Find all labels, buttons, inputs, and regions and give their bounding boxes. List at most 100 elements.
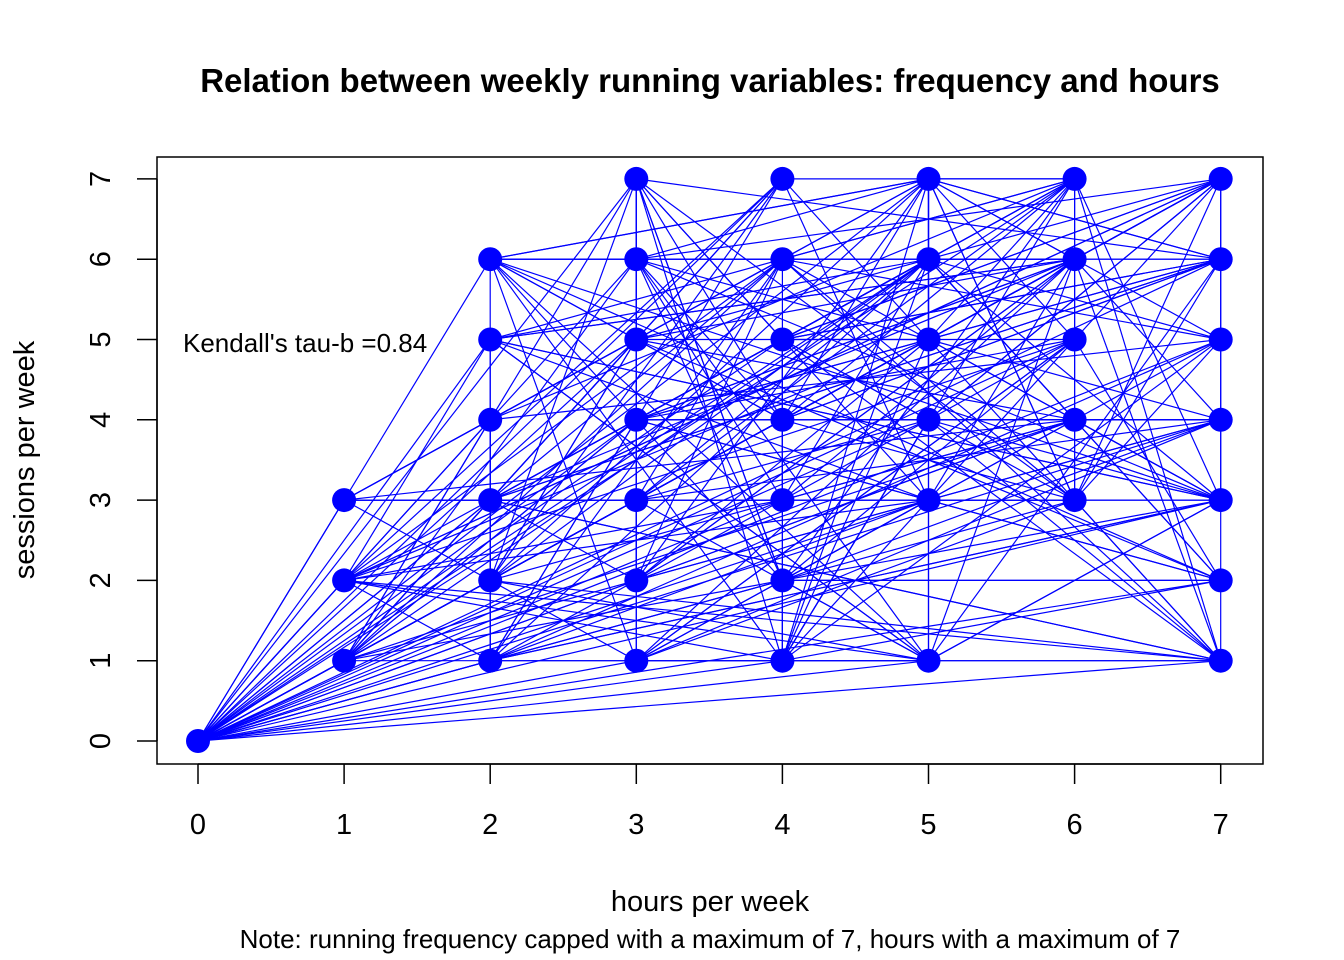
x-tick-label: 0 <box>190 809 206 841</box>
data-point <box>1208 327 1233 352</box>
connecting-line <box>197 660 929 742</box>
x-tick-label: 4 <box>774 809 790 841</box>
connecting-line <box>489 499 929 662</box>
connecting-line <box>927 178 1076 501</box>
data-point <box>1208 407 1233 432</box>
connecting-line <box>636 579 783 662</box>
data-point <box>916 327 941 352</box>
note-text: Note: running frequency capped with a ma… <box>240 924 1181 954</box>
connecting-line <box>636 178 1221 260</box>
connecting-line <box>928 178 1221 260</box>
data-point <box>624 166 649 191</box>
y-axis: 0 1 2 3 4 5 6 7 <box>85 171 158 749</box>
data-point <box>624 327 649 352</box>
data-point <box>770 327 795 352</box>
connecting-line <box>197 660 1221 742</box>
connecting-line <box>928 419 1222 662</box>
connecting-line <box>636 178 929 260</box>
data-point <box>624 488 649 513</box>
connecting-line <box>1074 178 1222 501</box>
x-tick-label: 2 <box>482 809 498 841</box>
kendall-annotation: Kendall's tau-b =0.84 <box>183 328 427 358</box>
data-point <box>186 729 210 753</box>
data-point <box>478 407 503 432</box>
connecting-line <box>782 499 929 581</box>
data-point <box>478 247 503 272</box>
connecting-line <box>1074 339 1222 501</box>
data-point <box>770 568 795 593</box>
connecting-line <box>636 419 1221 501</box>
x-tick-label: 1 <box>336 809 352 841</box>
connecting-line <box>197 339 491 742</box>
data-point <box>332 648 357 673</box>
data-point <box>770 648 795 673</box>
connecting-line <box>636 499 1075 662</box>
data-point <box>624 247 649 272</box>
connecting-line <box>1074 419 1221 501</box>
y-tick-label: 7 <box>85 171 117 187</box>
connecting-line <box>489 258 929 501</box>
data-point <box>478 327 503 352</box>
y-tick-label: 3 <box>85 492 117 508</box>
y-tick-label: 0 <box>85 733 117 749</box>
data-point <box>1062 327 1087 352</box>
connecting-line <box>636 258 1221 501</box>
connecting-line <box>197 660 783 742</box>
connecting-line <box>343 579 491 662</box>
connecting-line <box>636 258 1075 421</box>
connecting-line <box>344 579 929 662</box>
y-tick-label: 5 <box>85 331 117 347</box>
data-point <box>770 407 795 432</box>
connecting-line <box>197 660 637 742</box>
x-tick-label: 6 <box>1067 809 1083 841</box>
data-point <box>478 488 503 513</box>
data-point <box>770 247 795 272</box>
y-tick-label: 6 <box>85 251 117 267</box>
y-tick-label: 4 <box>85 412 117 428</box>
x-tick-label: 7 <box>1213 809 1229 841</box>
y-tick-label: 2 <box>85 572 117 588</box>
data-point <box>624 648 649 673</box>
connecting-line <box>1074 258 1222 501</box>
connecting-line <box>490 178 929 260</box>
data-point <box>1062 407 1087 432</box>
connecting-line <box>635 258 783 581</box>
connecting-line <box>343 419 1221 662</box>
connecting-line <box>197 419 929 742</box>
data-point <box>916 166 941 191</box>
data-point <box>916 648 941 673</box>
y-tick-label: 1 <box>85 653 117 669</box>
data-point <box>478 568 503 593</box>
chart-title: Relation between weekly running variable… <box>200 62 1220 99</box>
data-point <box>916 247 941 272</box>
data-point <box>1062 166 1087 191</box>
data-point <box>770 488 795 513</box>
x-tick-label: 5 <box>920 809 936 841</box>
connecting-line <box>928 258 1221 341</box>
data-point <box>332 488 357 513</box>
data-point <box>770 166 795 191</box>
x-axis: 0 1 2 3 4 5 6 7 <box>190 763 1229 841</box>
data-point <box>624 407 649 432</box>
connecting-line <box>343 499 783 581</box>
data-point <box>916 488 941 513</box>
x-axis-label: hours per week <box>611 886 810 918</box>
connecting-line <box>782 178 1075 421</box>
data-point <box>624 568 649 593</box>
data-point <box>1208 488 1233 513</box>
x-tick-label: 3 <box>628 809 644 841</box>
data-point <box>1062 247 1087 272</box>
connecting-line <box>928 178 1075 260</box>
data-point <box>478 648 503 673</box>
connecting-line <box>635 339 1075 662</box>
connecting-line <box>635 258 1075 581</box>
connecting-line <box>489 258 783 662</box>
connecting-line <box>489 339 929 662</box>
data-point <box>1208 247 1233 272</box>
connecting-line <box>782 499 1221 581</box>
data-point <box>916 407 941 432</box>
y-axis-label: sessions per week <box>9 340 41 579</box>
data-point <box>1208 648 1233 673</box>
data-points <box>186 166 1233 753</box>
